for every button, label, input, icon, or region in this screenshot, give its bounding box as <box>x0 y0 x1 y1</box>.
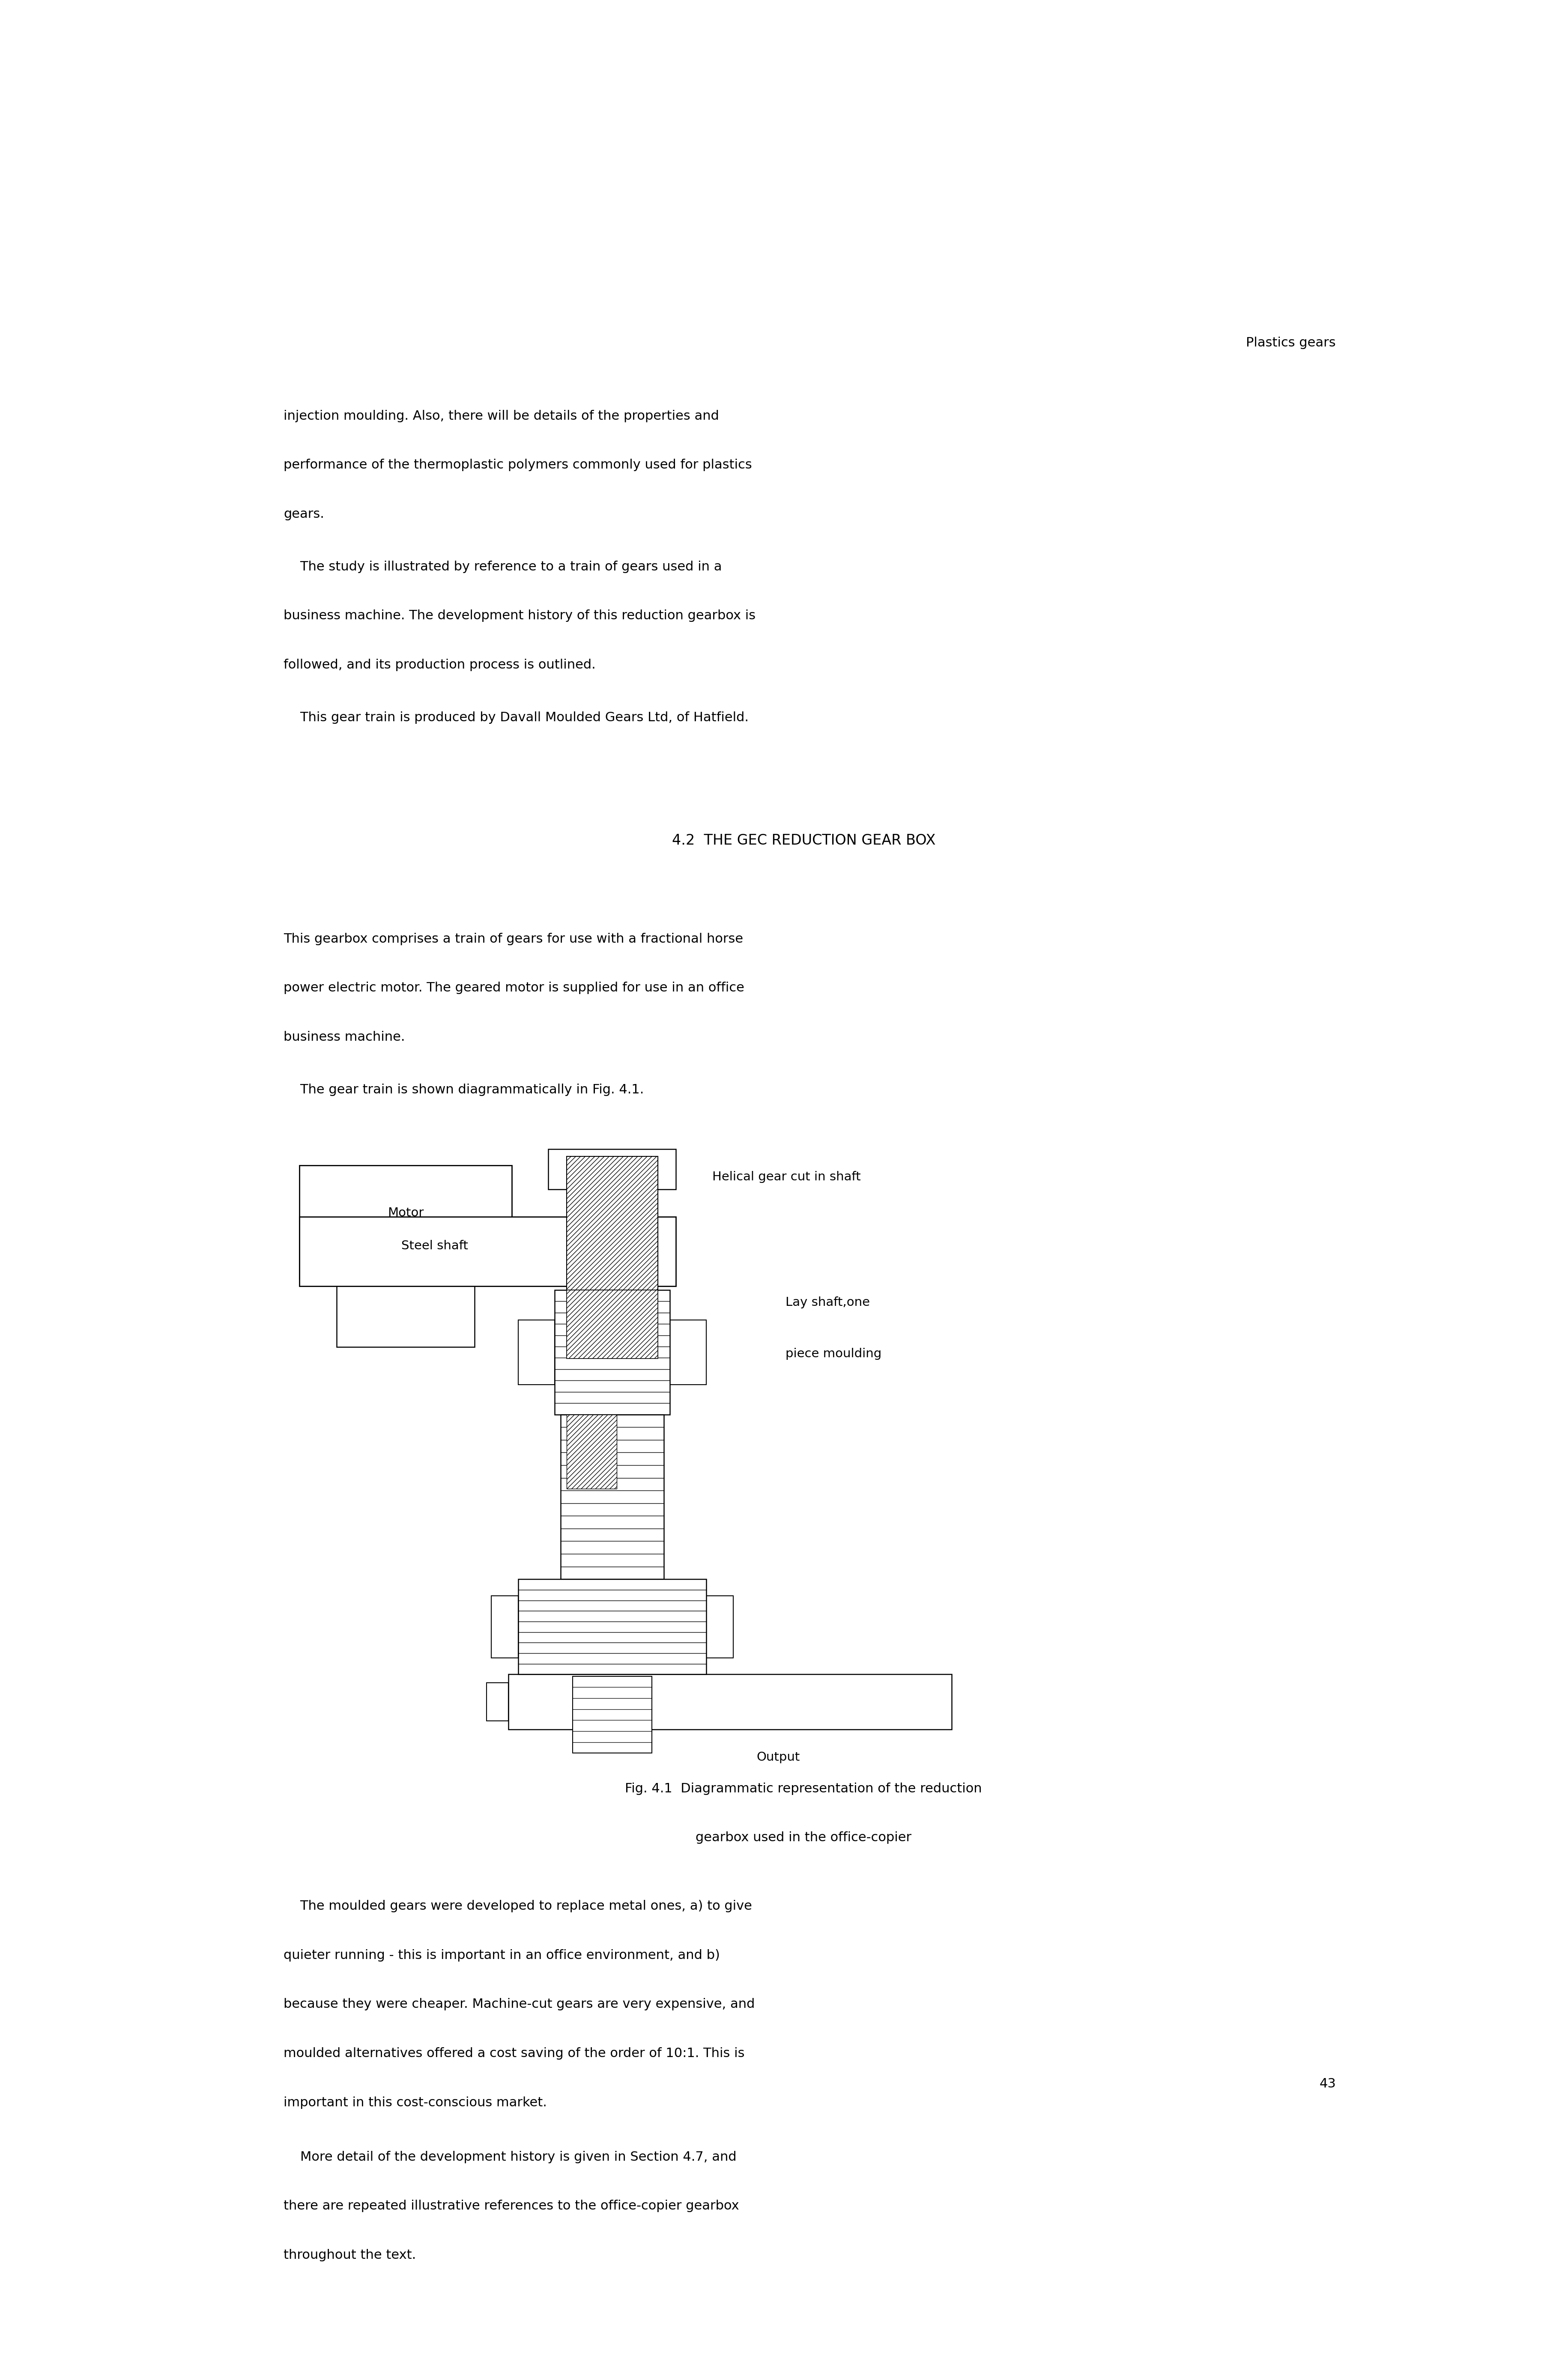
Text: performance of the thermoplastic polymers commonly used for plastics: performance of the thermoplastic polymer… <box>284 459 753 471</box>
Text: Fig. 4.1  Diagrammatic representation of the reduction: Fig. 4.1 Diagrammatic representation of … <box>626 1783 982 1795</box>
Text: followed, and its production process is outlined.: followed, and its production process is … <box>284 658 596 670</box>
Bar <box>486 1683 508 1721</box>
Bar <box>337 1279 475 1348</box>
Text: piece moulding: piece moulding <box>786 1348 881 1360</box>
Text: The gear train is shown diagrammatically in Fig. 4.1.: The gear train is shown diagrammatically… <box>284 1084 644 1096</box>
Bar <box>517 1578 707 1673</box>
Bar <box>299 1165 511 1279</box>
Text: Motor: Motor <box>387 1208 423 1219</box>
Text: The moulded gears were developed to replace metal ones, a) to give: The moulded gears were developed to repl… <box>284 1899 753 1913</box>
Bar <box>555 1291 670 1414</box>
Text: 43: 43 <box>1319 2077 1336 2089</box>
Bar <box>566 1414 616 1488</box>
Text: because they were cheaper. Machine-cut gears are very expensive, and: because they were cheaper. Machine-cut g… <box>284 1999 754 2011</box>
Bar <box>299 1217 676 1286</box>
Text: Plastics gears: Plastics gears <box>1247 338 1336 349</box>
Text: This gear train is produced by Davall Moulded Gears Ltd, of Hatfield.: This gear train is produced by Davall Mo… <box>284 711 748 723</box>
Text: injection moulding. Also, there will be details of the properties and: injection moulding. Also, there will be … <box>284 409 720 423</box>
Text: The study is illustrated by reference to a train of gears used in a: The study is illustrated by reference to… <box>284 561 721 573</box>
Text: gearbox used in the office-copier: gearbox used in the office-copier <box>696 1830 911 1845</box>
Text: More detail of the development history is given in Section 4.7, and: More detail of the development history i… <box>284 2151 737 2163</box>
Text: Lay shaft,one: Lay shaft,one <box>786 1295 870 1307</box>
Text: 4.2  THE GEC REDUCTION GEAR BOX: 4.2 THE GEC REDUCTION GEAR BOX <box>671 834 936 849</box>
Bar <box>549 1148 676 1188</box>
Text: there are repeated illustrative references to the office-copier gearbox: there are repeated illustrative referenc… <box>284 2199 739 2213</box>
Text: quieter running - this is important in an office environment, and b): quieter running - this is important in a… <box>284 1949 720 1961</box>
Text: power electric motor. The geared motor is supplied for use in an office: power electric motor. The geared motor i… <box>284 982 745 994</box>
Text: Output: Output <box>757 1752 800 1764</box>
Bar <box>566 1291 659 1357</box>
Bar <box>491 1595 517 1657</box>
Text: Steel shaft: Steel shaft <box>401 1241 469 1253</box>
Text: business machine. The development history of this reduction gearbox is: business machine. The development histor… <box>284 609 756 623</box>
Bar <box>560 1414 663 1578</box>
Bar <box>508 1673 952 1728</box>
Bar <box>706 1595 734 1657</box>
Text: Helical gear cut in shaft: Helical gear cut in shaft <box>712 1172 861 1184</box>
Text: moulded alternatives offered a cost saving of the order of 10:1. This is: moulded alternatives offered a cost savi… <box>284 2047 745 2058</box>
Bar <box>572 1676 652 1754</box>
Bar <box>670 1319 706 1383</box>
Text: important in this cost-conscious market.: important in this cost-conscious market. <box>284 2097 547 2108</box>
Text: business machine.: business machine. <box>284 1032 405 1044</box>
Text: This gearbox comprises a train of gears for use with a fractional horse: This gearbox comprises a train of gears … <box>284 932 743 946</box>
Text: throughout the text.: throughout the text. <box>284 2249 416 2261</box>
Bar <box>517 1319 555 1383</box>
Bar <box>566 1155 659 1367</box>
Text: gears.: gears. <box>284 509 325 521</box>
